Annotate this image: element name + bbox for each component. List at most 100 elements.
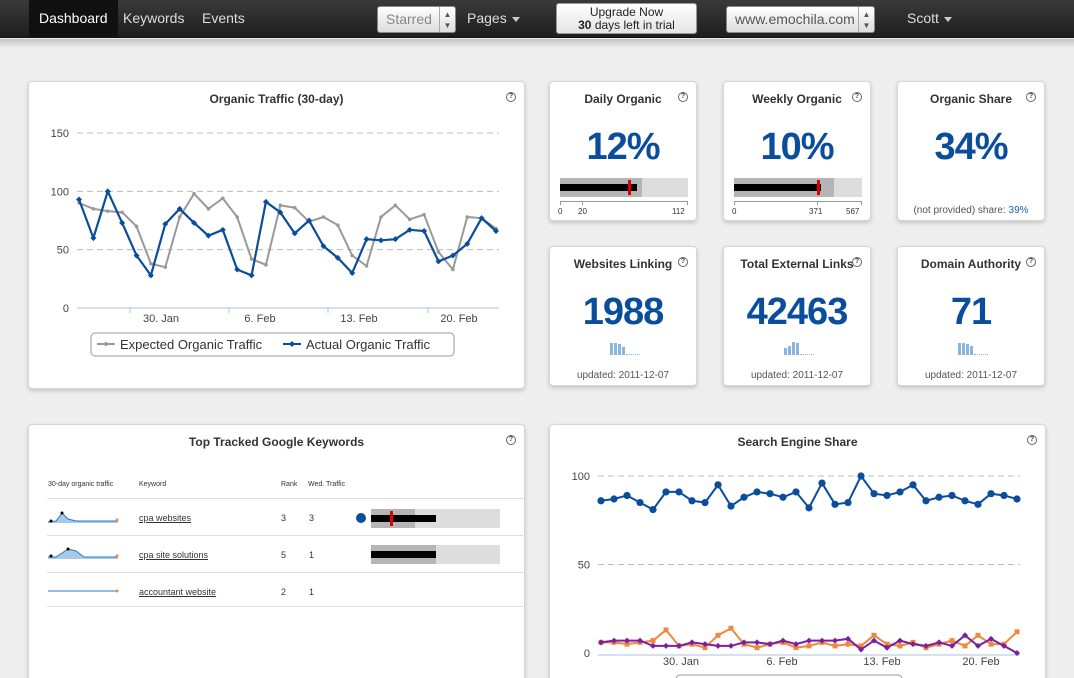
data-point bbox=[988, 635, 994, 642]
data-point bbox=[649, 506, 657, 514]
spark-baseline bbox=[800, 354, 814, 355]
data-point bbox=[962, 643, 968, 649]
data-point bbox=[637, 637, 643, 644]
trial-days: 30 bbox=[578, 18, 592, 32]
help-icon[interactable]: ? bbox=[506, 435, 516, 445]
data-point bbox=[832, 643, 838, 649]
data-point bbox=[897, 637, 903, 644]
data-point bbox=[766, 490, 774, 498]
col-header-rank[interactable]: Rank bbox=[281, 481, 298, 488]
nav-dashboard[interactable]: Dashboard bbox=[29, 0, 118, 38]
updated-date: updated: 2011-12-07 bbox=[576, 370, 670, 381]
topbar-shadow bbox=[0, 39, 1074, 48]
data-point bbox=[754, 645, 760, 651]
data-point bbox=[871, 637, 877, 644]
series-line bbox=[77, 188, 497, 278]
bullet-measure-bar bbox=[371, 515, 436, 522]
data-point bbox=[780, 637, 786, 644]
legend-marker-actual bbox=[289, 341, 295, 347]
data-point bbox=[792, 488, 800, 496]
data-point bbox=[219, 226, 226, 233]
upgrade-now-button[interactable]: Upgrade Now 30 days left in trial bbox=[556, 3, 697, 34]
bullet-axis bbox=[560, 201, 688, 202]
site-select-value: www.emochila.com bbox=[735, 11, 855, 27]
data-point bbox=[597, 497, 605, 505]
keywords-panel: Top Tracked Google Keywords ? 30-day org… bbox=[28, 424, 525, 678]
data-point bbox=[120, 210, 124, 215]
data-point bbox=[364, 264, 369, 268]
data-point bbox=[162, 221, 169, 227]
data-point bbox=[975, 642, 981, 649]
keyword-wed-traffic: 1 bbox=[309, 550, 315, 560]
data-point bbox=[248, 272, 255, 279]
help-icon[interactable]: ? bbox=[1027, 435, 1037, 445]
data-point bbox=[884, 644, 890, 651]
data-point bbox=[987, 490, 995, 498]
col-header-wed-traffic[interactable]: Wed. Traffic bbox=[308, 481, 346, 488]
help-icon[interactable]: ? bbox=[1026, 92, 1036, 102]
data-point bbox=[857, 472, 865, 480]
tick-mark bbox=[817, 201, 818, 205]
help-icon[interactable]: ? bbox=[506, 92, 516, 102]
data-point bbox=[662, 488, 670, 496]
keyword-link[interactable]: accountant website bbox=[139, 587, 217, 597]
data-point bbox=[134, 224, 139, 229]
data-point bbox=[321, 215, 326, 219]
help-icon[interactable]: ? bbox=[678, 257, 688, 267]
y-tick-label: 100 bbox=[51, 186, 69, 198]
data-point bbox=[922, 497, 930, 505]
keyword-wed-traffic: 3 bbox=[309, 513, 315, 523]
data-point bbox=[935, 493, 943, 501]
data-point bbox=[714, 481, 722, 489]
data-point bbox=[220, 196, 225, 201]
nav-pages-label: Pages bbox=[467, 10, 507, 26]
data-point bbox=[435, 258, 442, 265]
data-point bbox=[105, 209, 110, 213]
data-point bbox=[871, 632, 877, 638]
nav-events[interactable]: Events bbox=[202, 10, 245, 26]
nav-keywords[interactable]: Keywords bbox=[123, 10, 185, 26]
data-point bbox=[727, 502, 735, 510]
data-point bbox=[465, 215, 470, 219]
help-icon[interactable]: ? bbox=[1026, 257, 1036, 267]
data-point bbox=[949, 638, 955, 644]
data-point bbox=[191, 219, 198, 226]
keyword-link[interactable]: cpa websites bbox=[139, 513, 192, 523]
y-tick-label: 50 bbox=[57, 245, 69, 257]
keyword-rank: 3 bbox=[281, 513, 287, 523]
row-divider bbox=[47, 498, 523, 499]
data-point bbox=[264, 263, 268, 267]
data-point bbox=[806, 637, 812, 644]
daily-organic-value: 12% bbox=[586, 126, 660, 168]
data-point bbox=[818, 479, 826, 487]
data-point bbox=[90, 235, 97, 241]
y-tick-label: 0 bbox=[584, 648, 590, 660]
not-provided-value[interactable]: 39% bbox=[1008, 205, 1029, 216]
domain-authority-value: 71 bbox=[950, 291, 992, 333]
col-header-keyword[interactable]: Keyword bbox=[139, 481, 167, 488]
help-icon[interactable]: ? bbox=[852, 257, 862, 267]
nav-pages-menu[interactable]: Pages bbox=[467, 0, 520, 38]
panel-title: Organic Traffic (30-day) bbox=[209, 92, 344, 106]
x-tick-label: 30. Jan bbox=[663, 656, 699, 668]
data-point bbox=[624, 641, 630, 647]
spark-bar bbox=[614, 343, 617, 355]
data-point bbox=[910, 641, 916, 648]
data-point bbox=[205, 232, 212, 239]
data-point bbox=[676, 642, 682, 649]
help-icon[interactable]: ? bbox=[678, 92, 688, 102]
data-point bbox=[234, 266, 241, 273]
site-select[interactable]: www.emochila.com ▲ ▼ bbox=[726, 6, 875, 33]
starred-select[interactable]: Starred ▲ ▼ bbox=[377, 6, 456, 33]
data-point bbox=[336, 223, 340, 227]
help-icon[interactable]: ? bbox=[852, 92, 862, 102]
data-point bbox=[975, 632, 981, 638]
data-point bbox=[436, 250, 441, 254]
data-point bbox=[421, 228, 428, 234]
bullet-measure-bar bbox=[560, 184, 637, 191]
keyword-link[interactable]: cpa site solutions bbox=[139, 550, 209, 560]
data-point bbox=[844, 498, 852, 507]
user-menu[interactable]: Scott bbox=[907, 0, 952, 38]
organic-share-value: 34% bbox=[934, 126, 1008, 168]
data-point bbox=[377, 237, 384, 244]
